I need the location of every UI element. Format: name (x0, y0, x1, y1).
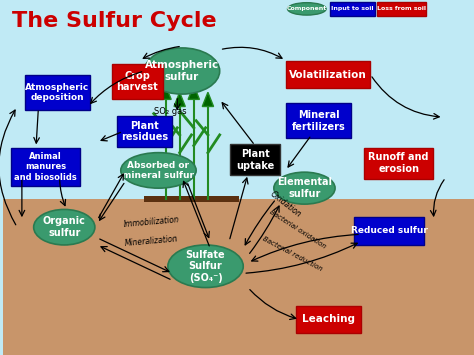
Ellipse shape (168, 245, 243, 288)
Bar (3, 0, 474, 199)
FancyBboxPatch shape (25, 75, 90, 110)
FancyBboxPatch shape (355, 217, 424, 245)
FancyBboxPatch shape (330, 2, 374, 16)
Text: Atmospheric
deposition: Atmospheric deposition (25, 83, 89, 102)
Polygon shape (188, 85, 200, 99)
Text: Bacterial reduction: Bacterial reduction (262, 235, 324, 272)
Text: Reduced sulfur: Reduced sulfur (351, 226, 428, 235)
Ellipse shape (121, 153, 196, 188)
Text: Mineral
fertilizers: Mineral fertilizers (292, 110, 346, 131)
FancyBboxPatch shape (10, 148, 80, 186)
FancyBboxPatch shape (286, 103, 351, 138)
Polygon shape (160, 85, 171, 99)
Ellipse shape (274, 172, 335, 204)
Text: Runoff and
erosion: Runoff and erosion (368, 153, 429, 174)
Text: Animal
manures
and biosolids: Animal manures and biosolids (14, 152, 77, 182)
Ellipse shape (34, 209, 95, 245)
Text: Absorbed or
mineral sulfur: Absorbed or mineral sulfur (122, 161, 194, 180)
Text: Elemental
sulfur: Elemental sulfur (277, 178, 332, 199)
FancyBboxPatch shape (364, 148, 434, 179)
FancyBboxPatch shape (295, 306, 361, 333)
Polygon shape (202, 92, 214, 106)
FancyBboxPatch shape (145, 196, 238, 202)
Text: Leaching: Leaching (301, 315, 355, 324)
Bar (3, 199, 474, 355)
Text: SO₂ gas: SO₂ gas (154, 107, 187, 116)
FancyBboxPatch shape (229, 144, 281, 175)
Text: Component: Component (287, 6, 327, 11)
FancyBboxPatch shape (117, 116, 172, 147)
Ellipse shape (288, 3, 326, 15)
Text: Sulfate
Sulfur
(SO₄⁻): Sulfate Sulfur (SO₄⁻) (186, 250, 225, 283)
Ellipse shape (145, 48, 219, 94)
Text: Mineralization: Mineralization (124, 235, 179, 248)
FancyBboxPatch shape (112, 64, 163, 99)
Text: Oxidation: Oxidation (268, 189, 303, 219)
FancyBboxPatch shape (376, 2, 427, 16)
FancyBboxPatch shape (286, 61, 370, 88)
Text: Crop
harvest: Crop harvest (117, 71, 158, 92)
Text: Volatilization: Volatilization (289, 70, 367, 80)
Text: Atmospheric
sulfur: Atmospheric sulfur (145, 60, 219, 82)
Polygon shape (174, 92, 185, 106)
Text: Bacterial oxidation: Bacterial oxidation (268, 208, 327, 250)
Text: Immobilization: Immobilization (123, 215, 180, 229)
Text: Loss from soil: Loss from soil (377, 6, 426, 11)
Text: Plant
residues: Plant residues (121, 121, 168, 142)
Text: The Sulfur Cycle: The Sulfur Cycle (12, 11, 217, 31)
Text: Input to soil: Input to soil (331, 6, 374, 11)
Text: Organic
sulfur: Organic sulfur (43, 217, 86, 238)
Text: Plant
uptake: Plant uptake (236, 149, 274, 170)
